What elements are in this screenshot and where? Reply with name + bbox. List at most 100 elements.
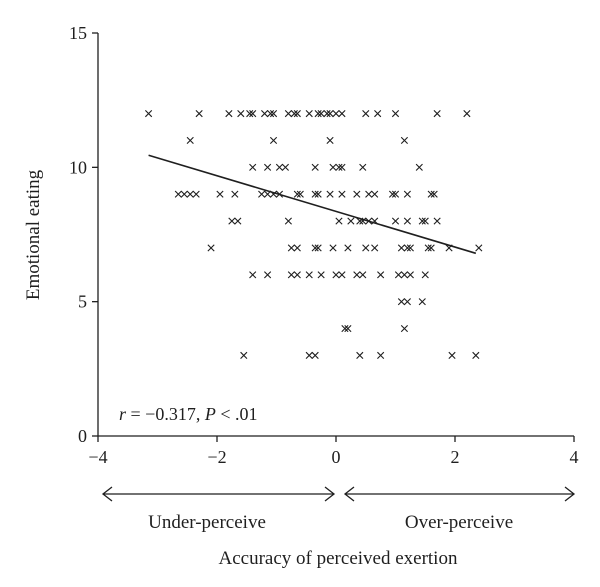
data-point	[323, 110, 331, 118]
x-tick-label: 4	[570, 447, 579, 467]
x-axis-label: Accuracy of perceived exertion	[219, 548, 458, 569]
x-tick-label: 0	[332, 447, 341, 467]
data-point	[359, 271, 367, 279]
data-point	[371, 190, 379, 198]
data-point	[249, 271, 257, 279]
data-point	[332, 271, 340, 279]
data-point	[475, 244, 483, 252]
data-point	[261, 110, 269, 118]
data-point	[338, 190, 346, 198]
data-point	[144, 110, 153, 118]
data-point	[391, 217, 400, 225]
data-points	[144, 110, 483, 359]
data-point	[329, 163, 337, 171]
data-point	[424, 244, 432, 252]
data-point	[335, 163, 343, 171]
data-point	[388, 190, 397, 198]
data-point	[371, 244, 379, 252]
data-point	[338, 110, 346, 118]
data-point	[284, 217, 292, 225]
data-point	[341, 324, 349, 333]
data-point	[246, 110, 254, 118]
data-point	[326, 190, 334, 198]
data-point	[374, 110, 382, 118]
data-point	[353, 271, 361, 279]
data-point	[362, 244, 370, 252]
direction-arrows	[101, 486, 576, 502]
data-point	[317, 110, 325, 118]
y-tick-label: 10	[69, 157, 87, 177]
data-point	[332, 110, 340, 118]
data-point	[287, 271, 295, 279]
data-point	[293, 244, 301, 252]
data-point	[216, 190, 224, 198]
data-point	[314, 110, 322, 118]
data-point	[174, 190, 182, 198]
data-point	[344, 324, 352, 333]
left-arrow-head-icon	[343, 486, 355, 502]
data-point	[228, 217, 236, 225]
data-point	[377, 351, 385, 359]
data-point	[258, 190, 266, 198]
data-point	[421, 217, 429, 225]
data-point	[263, 271, 272, 279]
data-point	[263, 163, 272, 171]
data-point	[365, 190, 373, 198]
data-point	[403, 298, 411, 306]
r-symbol: r	[119, 404, 127, 424]
data-point	[403, 244, 411, 252]
data-point	[344, 244, 352, 252]
data-point	[293, 190, 301, 198]
data-point	[397, 244, 406, 252]
data-point	[225, 110, 233, 118]
data-point	[290, 110, 298, 118]
data-point	[195, 110, 203, 118]
data-point	[400, 136, 409, 145]
under-perceive-label: Under-perceive	[148, 512, 266, 533]
r-value-text: = −0.317,	[126, 404, 205, 424]
data-point	[275, 163, 284, 171]
data-point	[394, 271, 403, 279]
data-point	[430, 190, 438, 198]
data-point	[293, 271, 301, 279]
data-point	[287, 244, 295, 252]
data-point	[335, 217, 343, 225]
data-point	[180, 190, 188, 198]
data-point	[314, 244, 322, 252]
data-point	[311, 163, 319, 171]
data-point	[284, 110, 292, 118]
data-point	[391, 190, 400, 198]
data-point	[463, 110, 471, 118]
data-point	[338, 163, 346, 171]
data-point	[269, 136, 278, 145]
data-point	[433, 217, 441, 225]
data-point	[400, 271, 409, 279]
y-tick-label: 0	[78, 426, 87, 446]
data-point	[391, 110, 400, 118]
data-point	[406, 271, 414, 279]
data-point	[240, 351, 248, 359]
x-tick-label: −2	[207, 447, 226, 467]
data-point	[433, 110, 441, 118]
data-point	[472, 351, 480, 359]
data-point	[249, 110, 257, 118]
data-point	[266, 110, 275, 118]
data-point	[281, 163, 290, 171]
x-tick-label: 2	[451, 447, 460, 467]
data-point	[293, 110, 301, 118]
data-point	[269, 110, 278, 118]
data-point	[403, 190, 411, 198]
data-point	[421, 271, 429, 279]
data-point	[415, 163, 423, 171]
p-value-text: < .01	[216, 404, 258, 424]
data-point	[186, 136, 194, 145]
data-point	[347, 217, 355, 225]
data-point	[427, 244, 435, 252]
data-point	[356, 351, 364, 359]
data-point	[249, 163, 257, 171]
data-point	[317, 271, 325, 279]
data-point	[397, 298, 406, 306]
data-point	[311, 244, 319, 252]
